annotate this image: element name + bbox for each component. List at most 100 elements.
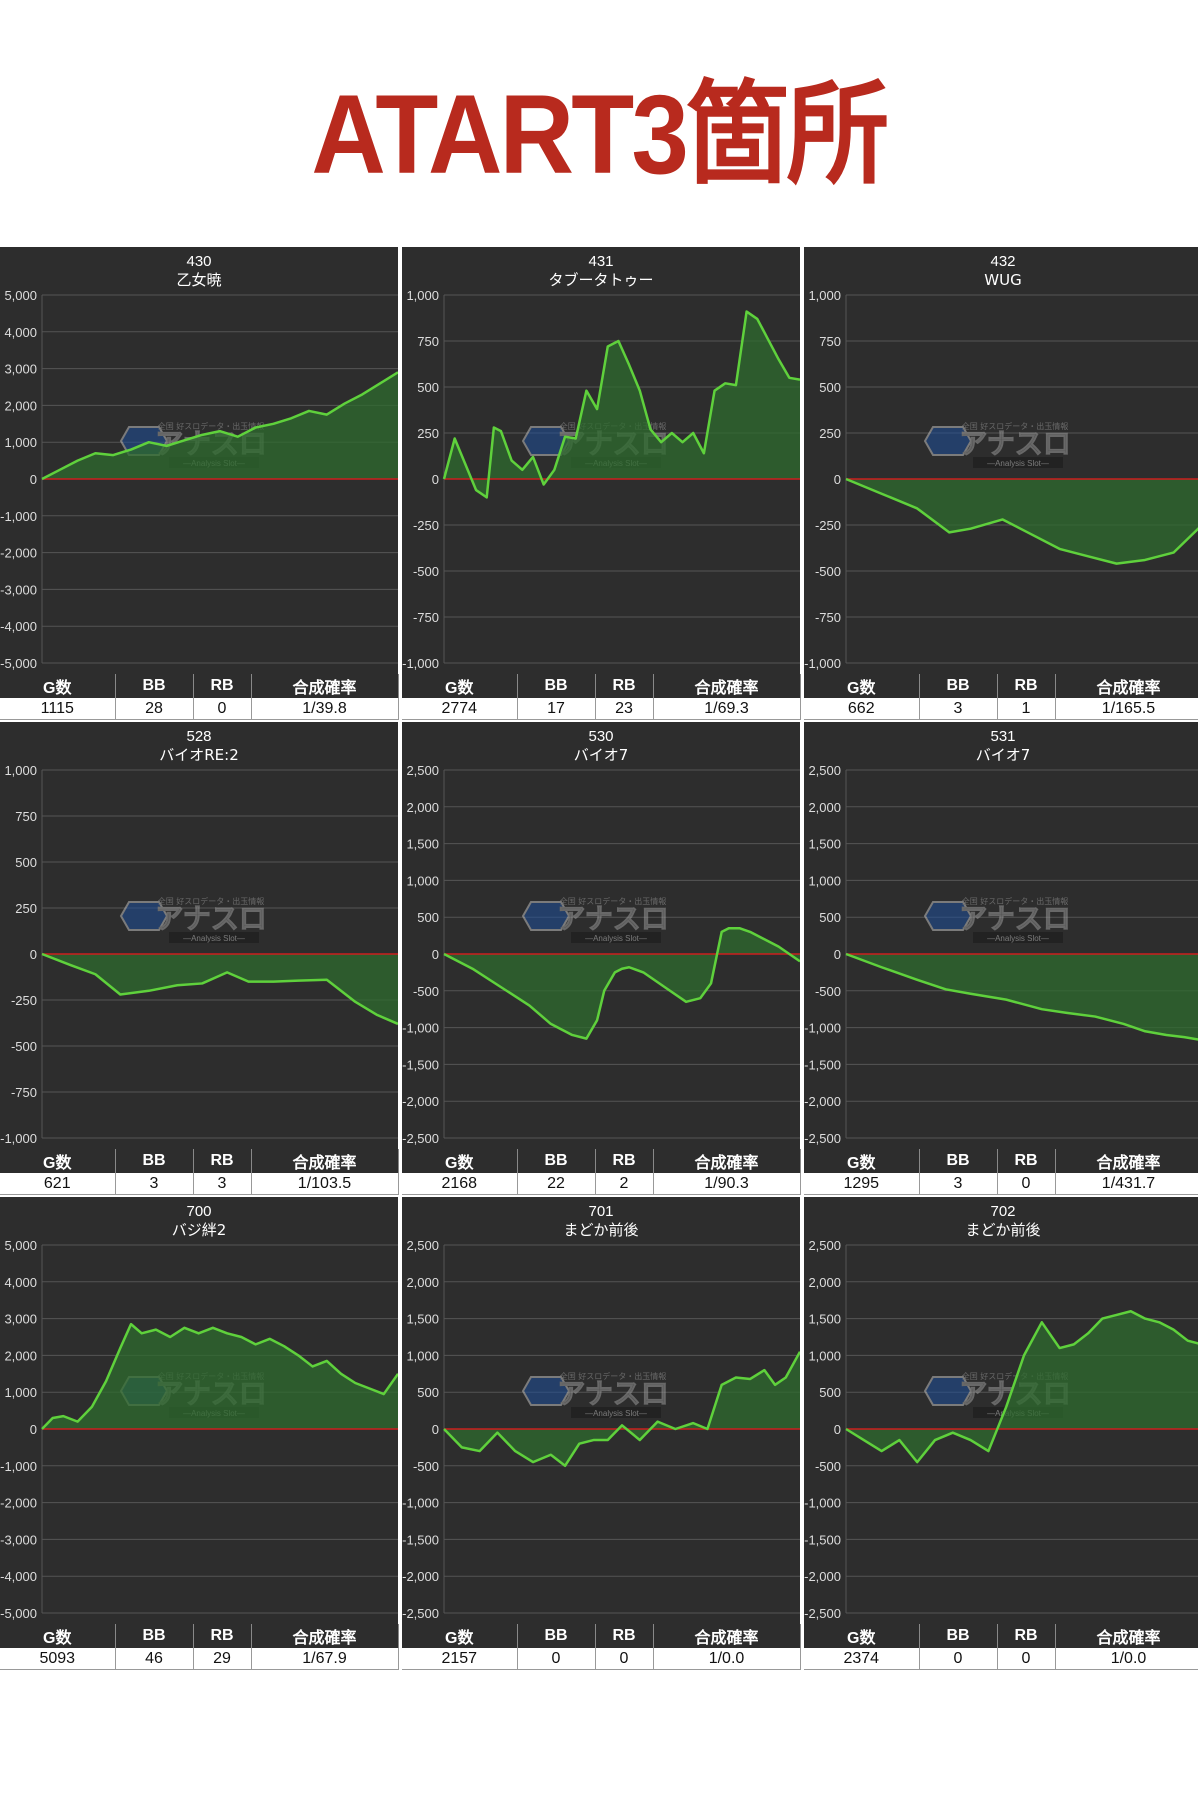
stats-value-row: 2168 22 2 1/90.3 (402, 1173, 801, 1195)
y-tick-label: 0 (30, 947, 37, 962)
watermark-sub: —Analysis Slot— (987, 934, 1049, 943)
watermark-tag: 全国 好スロデータ・出玉情報 (962, 421, 1069, 431)
combined-rate-value: 1/0.0 (653, 1648, 801, 1670)
y-tick-label: 3,000 (4, 1312, 37, 1327)
bb-value: 22 (517, 1173, 596, 1195)
y-tick-label: 0 (30, 1422, 37, 1437)
combined-rate-header: 合成確率 (251, 1624, 399, 1648)
y-tick-label: -4,000 (0, 1569, 37, 1584)
series-area (846, 479, 1198, 564)
combined-rate-value: 1/0.0 (1055, 1648, 1198, 1670)
logo-icon (521, 901, 571, 931)
combined-rate-value: 1/67.9 (251, 1648, 399, 1670)
stats-table: G数 BB RB 合成確率 621 3 3 1/103.5 (0, 1149, 399, 1195)
g-count-value: 5093 (0, 1648, 116, 1670)
y-tick-label: -3,000 (0, 582, 37, 597)
g-count-value: 1115 (0, 698, 116, 720)
g-count-header: G数 (0, 674, 116, 698)
y-tick-label: -1,000 (0, 1131, 37, 1146)
y-tick-label: 1,000 (808, 1348, 841, 1363)
stats-header-row: G数 BB RB 合成確率 (402, 1624, 801, 1648)
bb-header: BB (919, 1149, 998, 1173)
y-tick-label: 1,000 (4, 1385, 37, 1400)
series-line (845, 952, 1198, 1041)
series-area (846, 1311, 1198, 1463)
y-tick-label: 500 (819, 1385, 841, 1400)
g-count-header: G数 (402, 1624, 518, 1648)
y-tick-label: 0 (432, 1422, 439, 1437)
stats-table: G数 BB RB 合成確率 2168 22 2 1/90.3 (402, 1149, 801, 1195)
y-tick-label: 250 (417, 426, 439, 441)
y-tick-label: 4,000 (4, 325, 37, 340)
watermark-tag: 全国 好スロデータ・出玉情報 (560, 1371, 667, 1381)
bb-value: 3 (919, 1173, 998, 1195)
watermark-tag: 全国 好スロデータ・出玉情報 (560, 896, 667, 906)
rb-header: RB (193, 674, 252, 698)
rb-value: 3 (193, 1173, 252, 1195)
y-tick-label: -1,000 (402, 1496, 439, 1511)
stats-value-row: 1115 28 0 1/39.8 (0, 698, 399, 720)
y-tick-label: -250 (413, 518, 439, 533)
watermark-tag: 全国 好スロデータ・出玉情報 (962, 896, 1069, 906)
y-tick-label: 2,500 (808, 763, 841, 778)
bb-value: 28 (115, 698, 194, 720)
y-tick-label: -500 (815, 1459, 841, 1474)
g-count-value: 662 (804, 698, 920, 720)
logo-icon (923, 901, 973, 931)
y-tick-label: 2,500 (808, 1238, 841, 1253)
machine-name: バジ絆2 (172, 1221, 227, 1239)
chart-panel: 1,000 750 500 250 0 -250 -500 -750 -1,000 528 バイオR… (0, 722, 402, 1195)
y-tick-label: 5,000 (4, 288, 37, 303)
y-tick-label: -1,000 (804, 1496, 841, 1511)
y-tick-label: -500 (11, 1039, 37, 1054)
y-tick-label: 2,000 (4, 398, 37, 413)
y-tick-label: -4,000 (0, 619, 37, 634)
chart-panel: 1,000 750 500 250 0 -250 -500 -750 -1,000 432 WUG ア… (804, 247, 1198, 720)
y-tick-label: -500 (413, 984, 439, 999)
stats-header-row: G数 BB RB 合成確率 (0, 1149, 399, 1173)
machine-number: 431 (588, 253, 613, 270)
stats-table: G数 BB RB 合成確率 2157 0 0 1/0.0 (402, 1624, 801, 1670)
page-title: ATART3箇所 (311, 72, 889, 197)
y-tick-label: -1,500 (804, 1057, 841, 1072)
chart-panel: 2,500 2,000 1,500 1,000 500 0 -500 -1,000 -1,500… (804, 1197, 1198, 1670)
rb-value: 0 (997, 1173, 1056, 1195)
combined-rate-header: 合成確率 (653, 674, 801, 698)
chart-panel: 5,000 4,000 3,000 2,000 1,000 0 -1,000 -2,000 -3… (0, 247, 402, 720)
rb-header: RB (595, 1149, 654, 1173)
combined-rate-value: 1/165.5 (1055, 698, 1198, 720)
y-tick-label: 2,000 (406, 800, 439, 815)
y-tick-label: -5,000 (0, 1606, 37, 1621)
series-area (846, 954, 1198, 1040)
y-tick-label: -1,000 (402, 1021, 439, 1036)
y-tick-label: 1,500 (808, 1312, 841, 1327)
y-tick-label: -750 (815, 610, 841, 625)
machine-name: まどか前後 (563, 1221, 638, 1239)
watermark-tag: 全国 好スロデータ・出玉情報 (158, 421, 265, 431)
y-tick-label: 0 (834, 472, 841, 487)
watermark-name: アナスロ (557, 1377, 668, 1410)
rb-value: 29 (193, 1648, 252, 1670)
stats-header-row: G数 BB RB 合成確率 (0, 674, 399, 698)
stats-header-row: G数 BB RB 合成確率 (402, 1149, 801, 1173)
watermark-sub-bg (973, 457, 1063, 468)
series-line (41, 371, 398, 481)
y-tick-label: 500 (819, 380, 841, 395)
stats-value-row: 1295 3 0 1/431.7 (804, 1173, 1198, 1195)
bb-value: 3 (919, 698, 998, 720)
chart-svg: 1,000 750 500 250 0 -250 -500 -750 -1,000 431タブータ… (402, 247, 800, 674)
series-area (42, 372, 398, 479)
y-tick-label: 3,000 (4, 362, 37, 377)
y-tick-label: 750 (417, 334, 439, 349)
machine-name: バイオ7 (574, 746, 629, 764)
y-tick-label: 0 (432, 472, 439, 487)
combined-rate-header: 合成確率 (653, 1624, 801, 1648)
logo-icon (119, 901, 169, 931)
y-tick-label: 2,500 (406, 1238, 439, 1253)
y-tick-label: 1,000 (808, 288, 841, 303)
machine-number: 530 (588, 728, 613, 745)
bb-value: 0 (517, 1648, 596, 1670)
watermark-sub-bg (571, 932, 661, 943)
y-tick-label: -1,000 (402, 656, 439, 671)
